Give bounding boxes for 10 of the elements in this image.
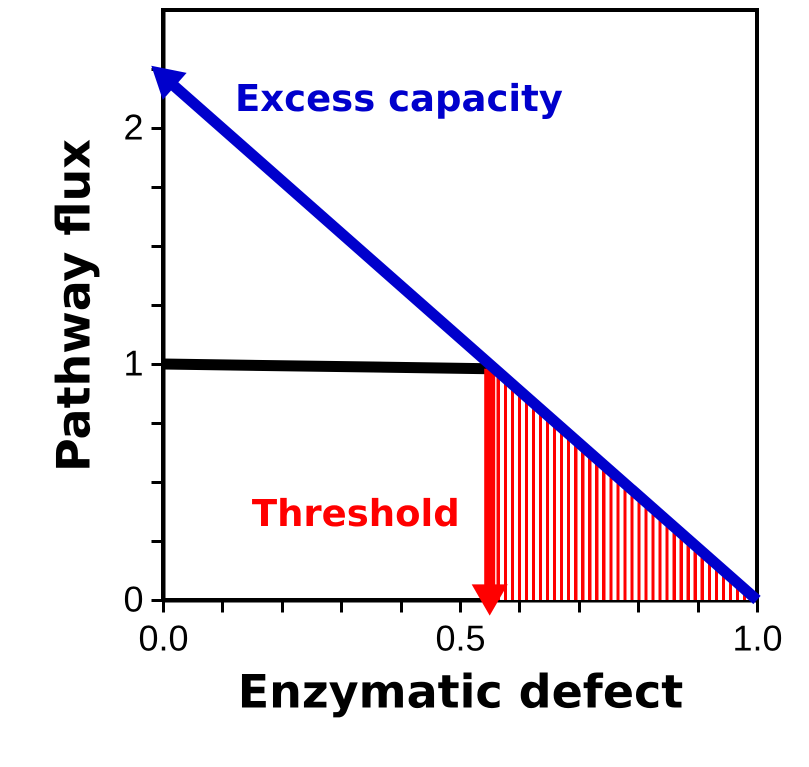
y-tick-label: 2	[123, 106, 144, 148]
x-axis-title: Enzymatic defect	[238, 664, 684, 718]
x-tick-label: 0.5	[435, 618, 486, 658]
x-tick-label: 1.0	[732, 618, 783, 658]
y-tick-label: 1	[123, 342, 144, 384]
x-tick-label: 0.0	[138, 618, 189, 658]
y-tick-label: 0	[123, 578, 144, 620]
legend-label: Excess capacity	[235, 77, 563, 120]
series-label: Threshold	[252, 492, 460, 535]
y-axis-title: Pathway flux	[46, 139, 100, 472]
